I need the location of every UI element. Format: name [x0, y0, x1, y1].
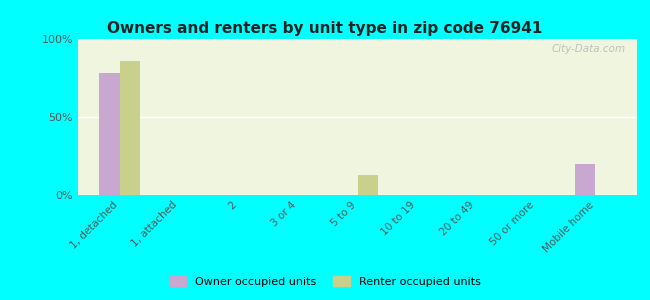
Bar: [120, 61, 140, 195]
Bar: [99, 73, 120, 195]
Text: City-Data.com: City-Data.com: [552, 44, 626, 54]
Bar: [358, 175, 378, 195]
Legend: Owner occupied units, Renter occupied units: Owner occupied units, Renter occupied un…: [165, 272, 485, 291]
Bar: [575, 164, 595, 195]
Text: Owners and renters by unit type in zip code 76941: Owners and renters by unit type in zip c…: [107, 21, 543, 36]
